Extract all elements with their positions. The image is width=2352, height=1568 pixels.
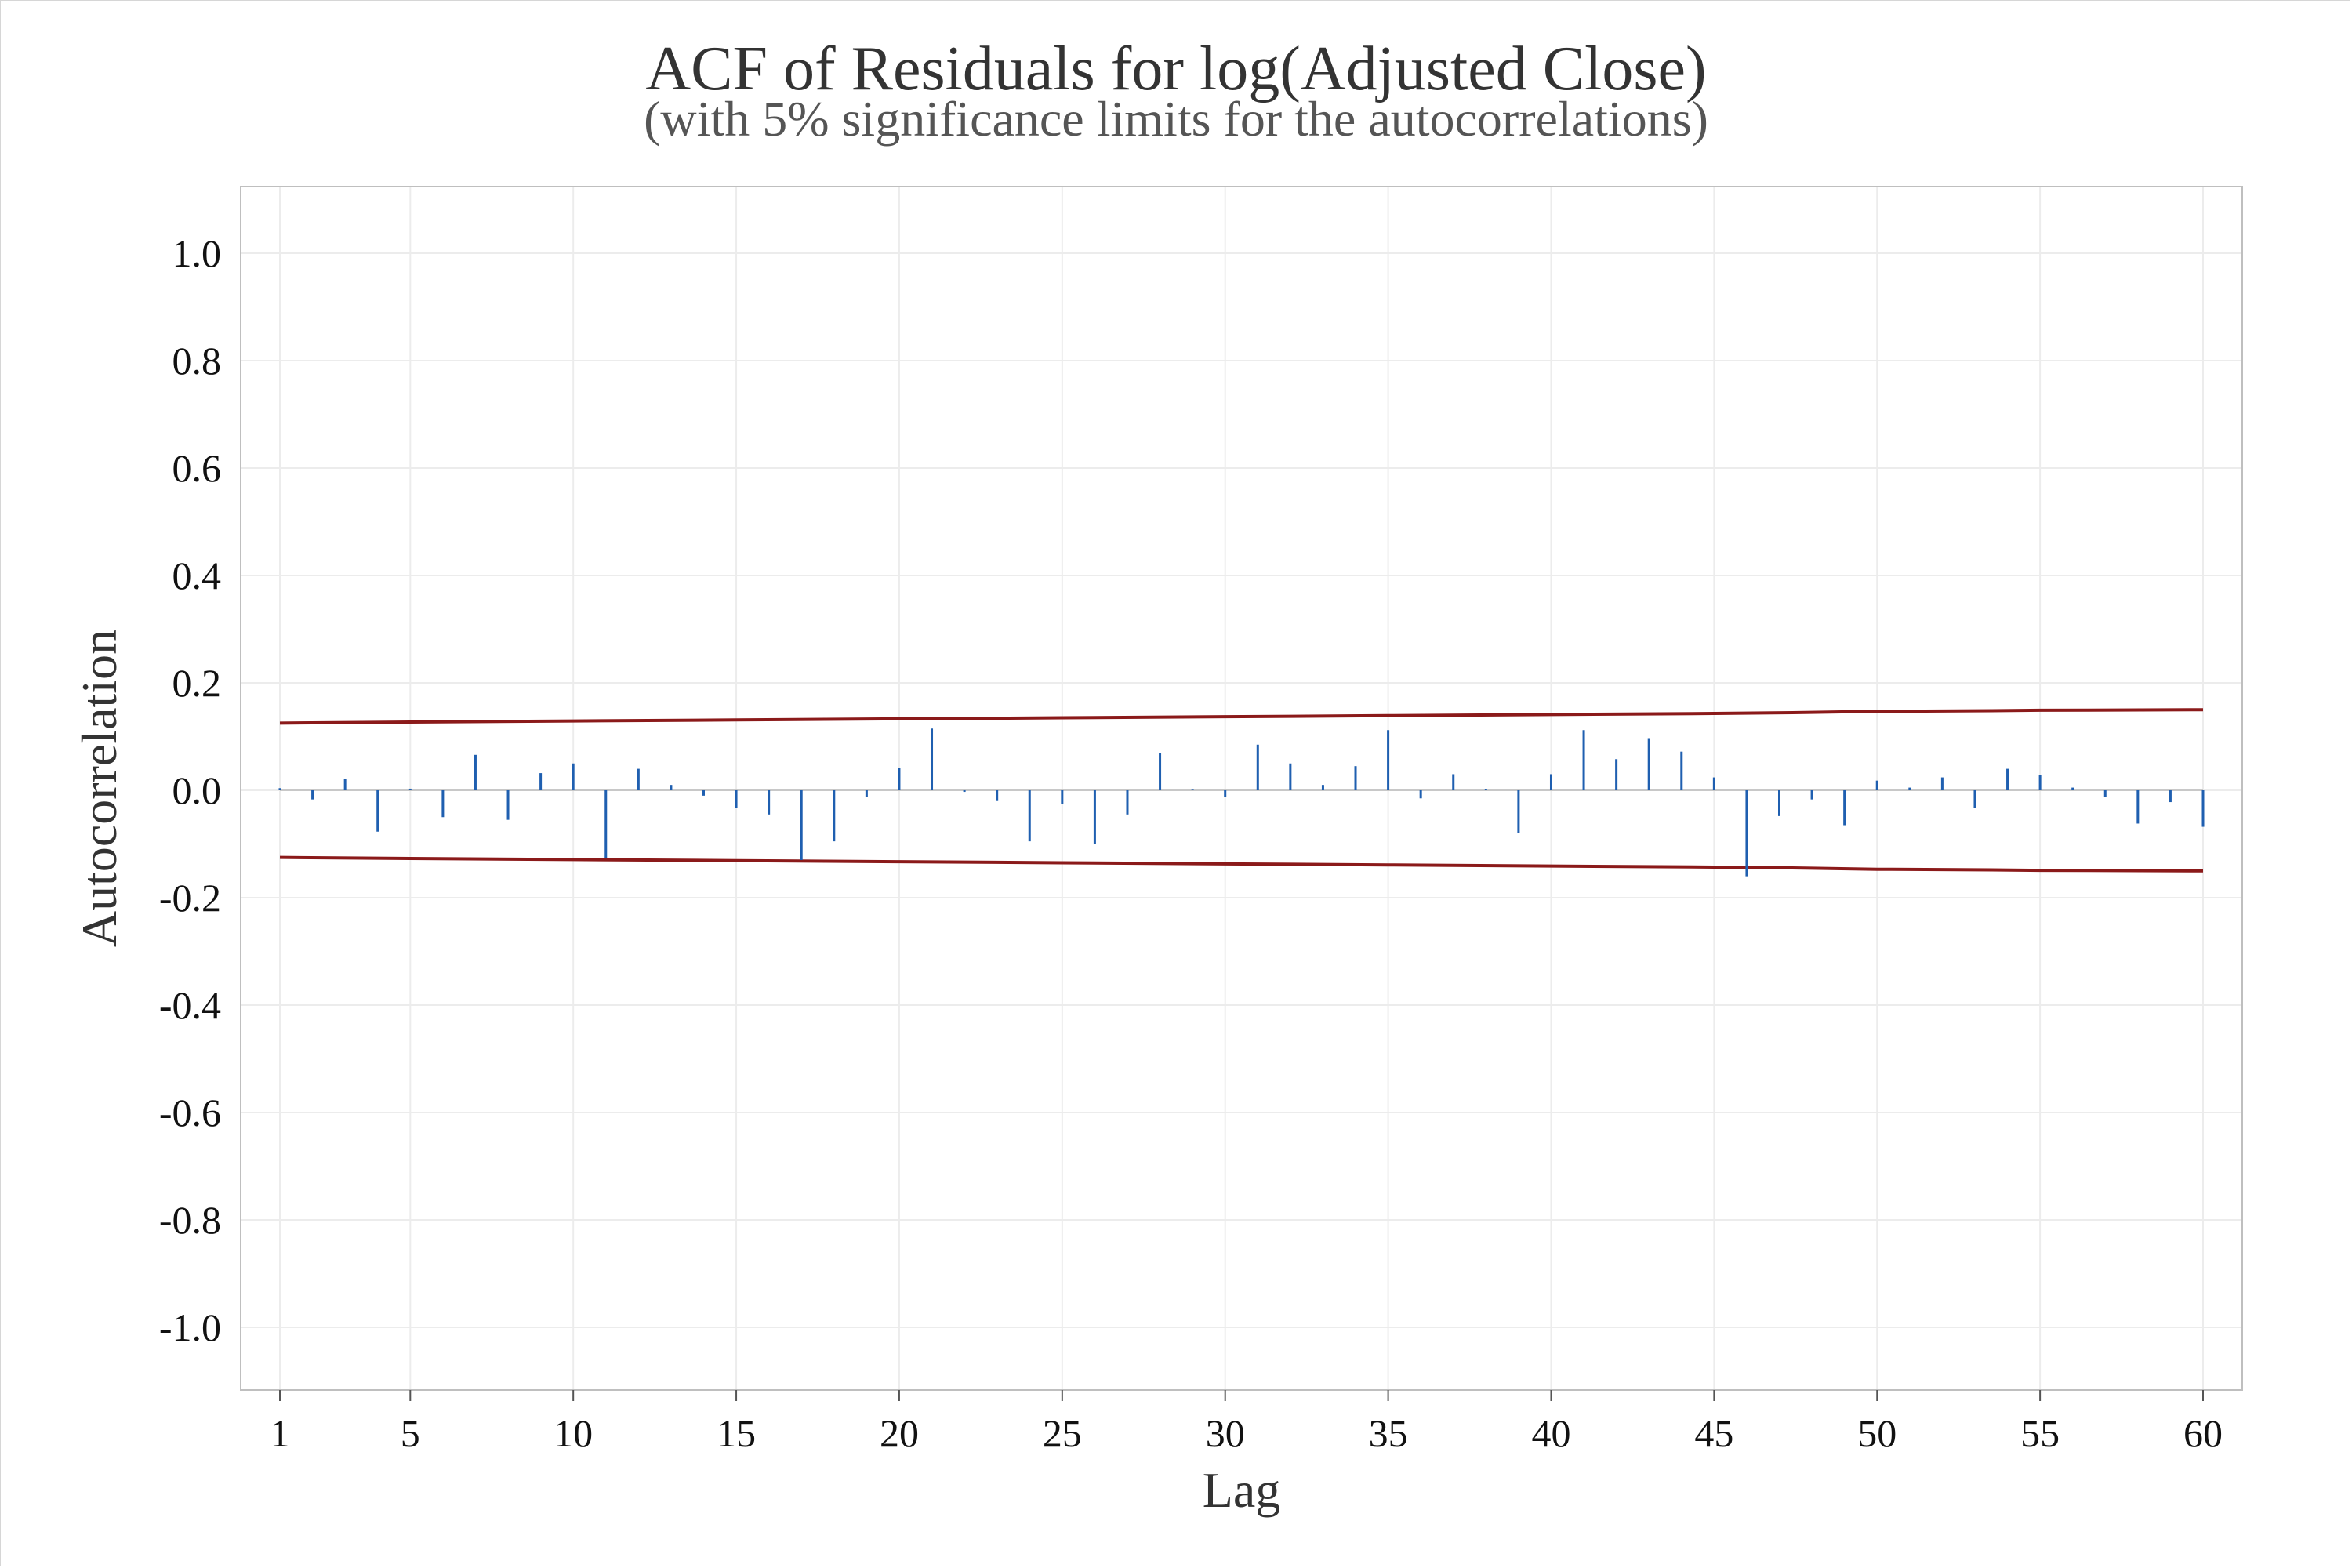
y-tick-label: 0.6 [172,446,222,490]
x-tick-label: 10 [554,1411,593,1455]
x-tick-label: 1 [270,1411,290,1455]
plot-area-border [240,186,2243,1391]
lower-significance-limit [279,855,2204,873]
y-tick-label: 0.8 [172,339,222,383]
x-tick-label: 5 [401,1411,420,1455]
x-tick-label: 50 [1857,1411,1896,1455]
significance-limits [279,708,2204,873]
chart-title: ACF of Residuals for log(Adjusted Close) [645,34,1707,103]
x-tick-label: 40 [1531,1411,1570,1455]
y-tick-label: 0.4 [172,554,222,597]
y-tick-label: 0.2 [172,661,222,705]
y-tick-label: -0.8 [159,1198,221,1242]
y-tick-label: -0.6 [159,1091,221,1134]
y-tick-label: 1.0 [172,231,222,275]
x-tick-label: 55 [2020,1411,2060,1455]
y-tick-label: -0.2 [159,876,221,920]
x-tick-label: 60 [2183,1411,2223,1455]
y-tick-label: -1.0 [159,1305,221,1349]
upper-significance-limit [279,708,2204,725]
y-axis-ticks: 1.0 0.8 0.6 0.4 0.2 0.0 -0.2 -0.4 -0.6 -0.8 -1.0 [159,231,221,1349]
x-tick-label: 15 [717,1411,756,1455]
x-tick-label: 25 [1043,1411,1082,1455]
y-axis-title: Autocorrelation [71,630,127,947]
x-tick-label: 45 [1694,1411,1733,1455]
x-axis-ticks: 1 5 10 15 20 25 30 35 40 45 50 55 60 [270,1390,2223,1455]
y-tick-label: 0.0 [172,768,222,812]
chart-subtitle: (with 5% significance limits for the aut… [644,91,1708,147]
x-tick-label: 30 [1206,1411,1245,1455]
x-tick-label: 20 [880,1411,919,1455]
y-tick-label: -0.4 [159,983,221,1027]
x-tick-label: 35 [1369,1411,1408,1455]
x-axis-title: Lag [1203,1462,1281,1518]
acf-bars [278,728,2205,877]
